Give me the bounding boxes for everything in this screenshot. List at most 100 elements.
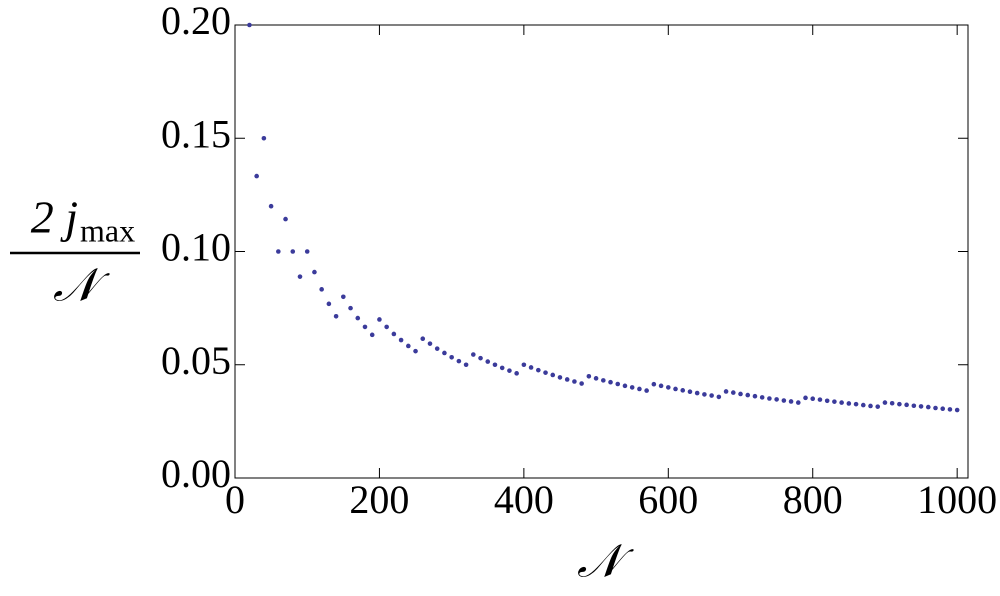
point: [283, 216, 288, 222]
point: [788, 399, 794, 404]
point: [832, 399, 837, 404]
point: [940, 406, 946, 411]
point: [254, 173, 259, 179]
point: [384, 324, 389, 330]
point: [637, 386, 642, 392]
point: [723, 389, 729, 394]
point: [362, 324, 368, 330]
point: [745, 392, 751, 398]
point: [348, 305, 353, 311]
point: [709, 393, 714, 398]
point: [290, 249, 296, 254]
point: [550, 372, 556, 378]
point: [716, 394, 722, 400]
point: [897, 401, 902, 407]
point: [333, 313, 339, 319]
point: [528, 365, 534, 370]
point: [781, 398, 787, 403]
y-tick-label: 0.00: [161, 451, 231, 496]
point: [398, 337, 404, 343]
y-tick-label: 0.05: [161, 338, 231, 383]
point: [485, 359, 491, 364]
point: [629, 385, 635, 390]
point: [925, 404, 931, 410]
point: [319, 287, 324, 292]
point: [795, 400, 801, 405]
x-tick-label: 1000: [917, 477, 997, 522]
point: [738, 391, 743, 397]
point: [911, 403, 917, 409]
x-axis-label: 𝒩: [577, 536, 634, 587]
point: [247, 22, 252, 28]
point: [687, 389, 693, 395]
point: [615, 381, 621, 387]
point: [536, 367, 541, 373]
point: [586, 374, 592, 379]
point: [463, 362, 469, 368]
point: [442, 350, 447, 356]
point: [860, 402, 866, 408]
point: [622, 383, 628, 389]
y-tick-label: 0.20: [161, 0, 231, 43]
x-tick-label: 200: [349, 477, 409, 522]
y-label-subscript: max: [80, 212, 135, 248]
point: [730, 390, 736, 395]
point: [434, 346, 440, 351]
point: [471, 352, 476, 357]
x-tick-label: 0: [225, 477, 245, 522]
point: [601, 378, 606, 383]
point: [449, 354, 454, 360]
x-tick-label: 800: [783, 477, 843, 522]
point: [413, 348, 418, 354]
point: [882, 400, 888, 405]
point: [774, 397, 779, 402]
point: [767, 396, 772, 401]
point: [824, 398, 830, 404]
point: [514, 371, 519, 376]
point: [572, 379, 577, 384]
plot-frame: [234, 24, 969, 479]
point: [918, 404, 924, 409]
point: [369, 332, 375, 338]
point: [947, 407, 953, 412]
point: [817, 397, 823, 402]
point: [644, 388, 649, 393]
point: [868, 403, 873, 409]
point: [846, 401, 852, 406]
point: [904, 402, 909, 408]
point: [507, 368, 512, 373]
point: [759, 395, 765, 400]
point: [875, 404, 881, 409]
point: [651, 381, 657, 387]
point: [933, 405, 938, 411]
point: [304, 249, 310, 254]
point: [521, 362, 527, 368]
point: [268, 203, 274, 209]
point: [312, 269, 317, 275]
point: [420, 336, 426, 342]
point: [456, 358, 462, 364]
point: [492, 362, 498, 368]
y-label-numerator: 2 j: [31, 192, 78, 243]
point: [839, 400, 844, 405]
point: [810, 396, 816, 402]
point: [702, 392, 707, 397]
point: [499, 365, 505, 371]
point: [326, 301, 332, 307]
point: [593, 376, 599, 381]
point: [889, 400, 895, 406]
point: [478, 355, 483, 361]
point: [673, 386, 678, 392]
point: [608, 379, 613, 385]
point: [853, 401, 859, 407]
point: [261, 135, 267, 141]
point: [752, 393, 758, 399]
point: [680, 388, 686, 393]
point: [658, 383, 664, 389]
point: [666, 385, 671, 390]
x-tick-label: 600: [638, 477, 698, 522]
point: [557, 375, 563, 380]
point: [276, 249, 281, 254]
